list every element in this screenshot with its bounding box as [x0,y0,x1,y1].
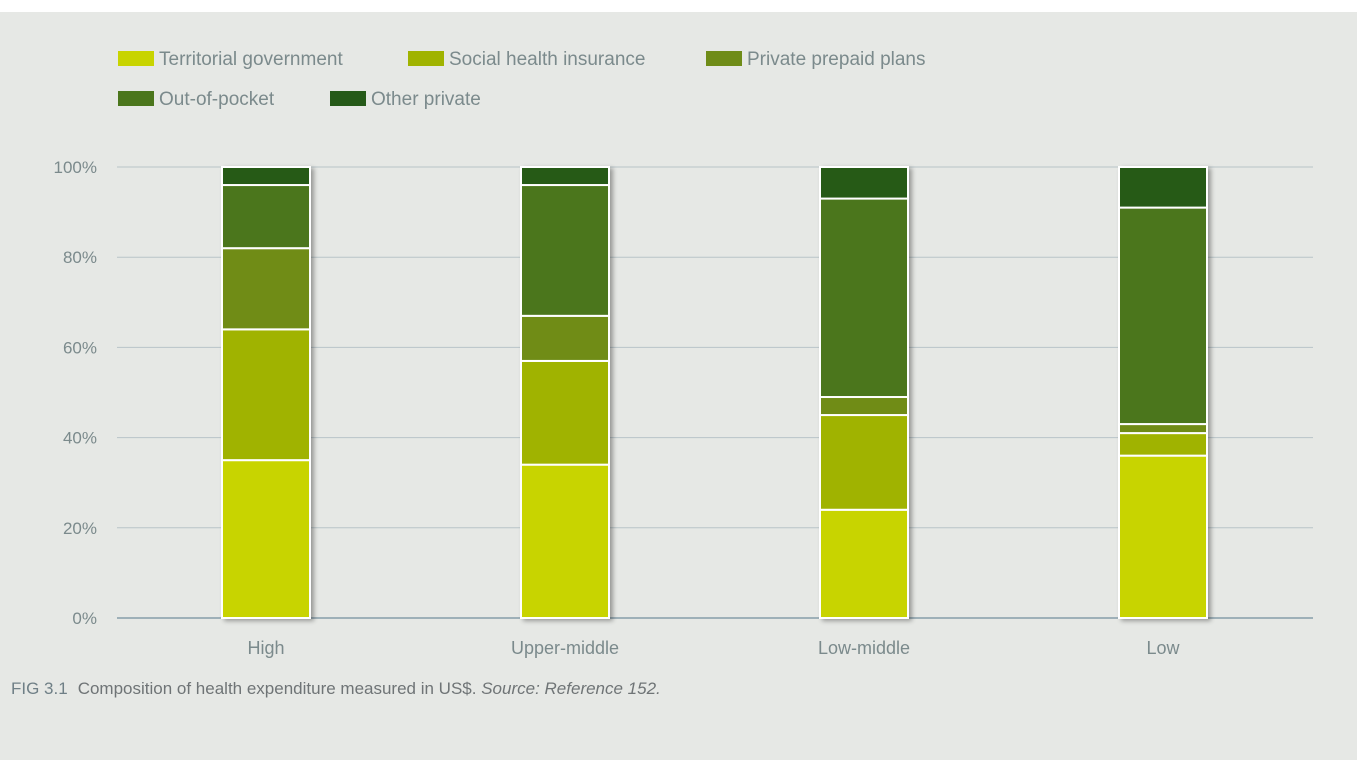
bar-stack [819,166,909,620]
bar-segment [819,414,909,511]
chart-legend: Territorial government Social health insu… [118,49,926,110]
bar-segment [221,184,311,250]
legend-label: Private prepaid plans [747,49,926,70]
legend-swatch [118,51,154,66]
bar-stack [1118,166,1208,620]
x-category-label: Low-middle [818,638,910,658]
bar-segment [1118,166,1208,209]
figure-caption: FIG 3.1 Composition of health expenditure… [11,679,661,699]
bar-segment [819,166,909,200]
x-category-label: Low [1146,638,1180,658]
x-category-label: Upper-middle [511,638,619,658]
bar-segment [221,166,311,187]
figure-number: FIG 3.1 [11,679,68,698]
stacked-bar-chart: Territorial government Social health insu… [54,49,1313,658]
caption-text: Composition of health expenditure measur… [77,679,477,698]
bars [221,166,1208,620]
bar-segment [1118,432,1208,457]
legend-swatch [408,51,444,66]
bar-segment [1118,206,1208,426]
legend-label: Other private [371,89,481,110]
y-axis-ticks: 0% 20% 40% 60% 80% 100% [54,158,97,628]
bar-segment [520,359,610,466]
bar-segment [520,463,610,619]
caption-source: Source: Reference 152. [481,679,661,698]
bar-segment [520,166,610,187]
x-category-label: High [247,638,284,658]
bar-segment [520,314,610,362]
legend-label: Social health insurance [449,49,645,70]
gridlines [117,166,1313,619]
y-tick-label: 100% [54,158,97,177]
y-tick-label: 60% [63,338,97,357]
legend-swatch [330,91,366,106]
y-tick-label: 40% [63,429,97,448]
bar-segment [221,247,311,331]
y-tick-label: 20% [63,519,97,538]
bar-stack [520,166,610,619]
figure-panel: Territorial government Social health insu… [0,12,1357,760]
bar-segment [1118,454,1208,620]
legend-swatch [118,91,154,106]
bar-segment [221,459,311,619]
bar-segment [520,184,610,317]
legend-swatch [706,51,742,66]
bar-segment [1118,423,1208,435]
bar-segment [221,328,311,462]
x-axis-labels: High Upper-middle Low-middle Low [247,638,1180,658]
y-tick-label: 0% [72,609,97,628]
y-tick-label: 80% [63,248,97,267]
bar-segment [819,508,909,620]
legend-label: Out-of-pocket [159,89,275,110]
legend-label: Territorial government [159,49,343,70]
bar-stack [221,166,311,619]
bar-segment [819,396,909,417]
bar-segment [819,197,909,399]
